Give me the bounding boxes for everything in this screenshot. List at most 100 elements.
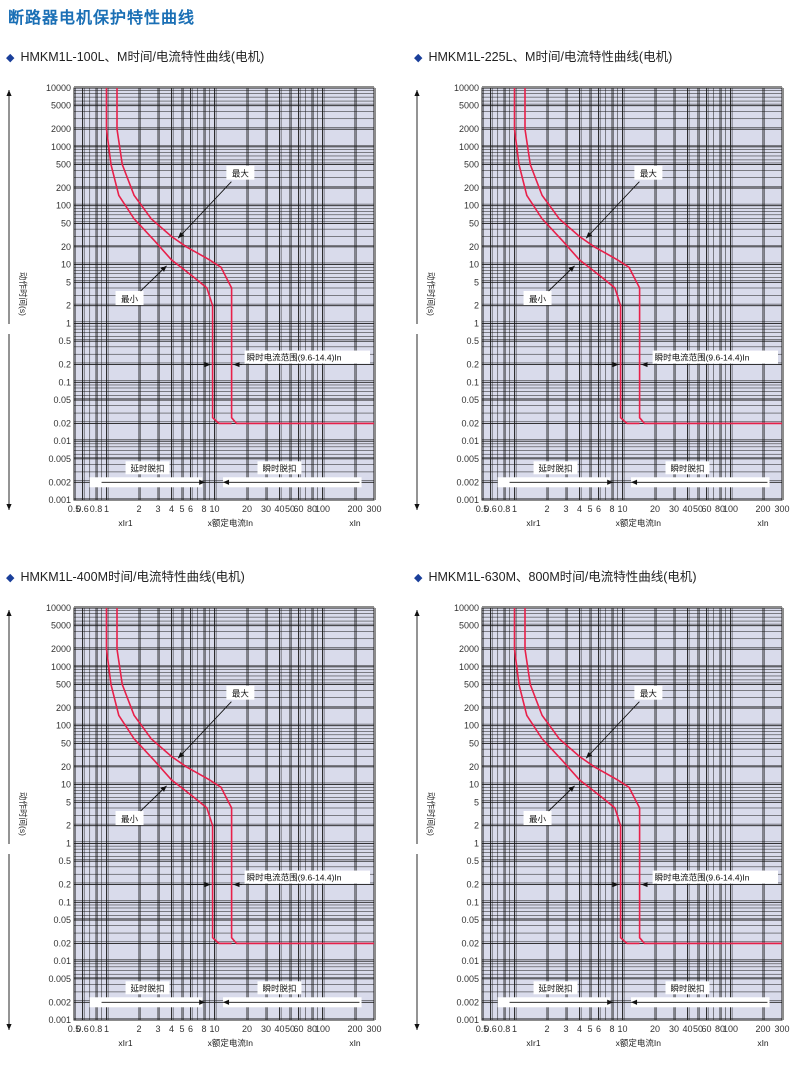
y-tick-label: 0.002 — [456, 997, 479, 1007]
x-tick-label: 80 — [307, 1024, 317, 1034]
x-tick-label: 8 — [202, 504, 207, 514]
y-tick-label: 0.002 — [456, 477, 479, 487]
diamond-bullet-icon: ◆ — [6, 52, 15, 64]
x-tick-label: 4 — [577, 1024, 582, 1034]
y-axis-up-arrow-head — [6, 90, 12, 96]
y-tick-label: 5000 — [51, 101, 71, 111]
label-min: 最小 — [529, 814, 547, 824]
y-tick-label: 2000 — [459, 644, 479, 654]
y-tick-label: 0.1 — [466, 897, 479, 907]
x-tick-label: 0.5 — [476, 504, 489, 514]
plot-frame — [73, 87, 375, 501]
x-tick-label: 4 — [577, 504, 582, 514]
y-tick-label: 200 — [56, 703, 71, 713]
curve-min — [513, 88, 640, 425]
x-tick-label: 80 — [715, 504, 725, 514]
x-tick-label: 300 — [366, 1024, 381, 1034]
y-tick-label: 0.001 — [48, 1015, 71, 1025]
delay-release-arrow-head — [199, 999, 206, 1005]
x-tick-label: 2 — [545, 1024, 550, 1034]
y-tick-label: 0.001 — [48, 495, 71, 505]
x-tick-label: 200 — [347, 1024, 362, 1034]
x-axis-label-left: xIr1 — [526, 518, 540, 528]
y-tick-label: 5 — [474, 797, 479, 807]
y-tick-label: 20 — [61, 242, 71, 252]
label-max-arrow-head — [178, 752, 185, 759]
x-tick-label: 2 — [137, 504, 142, 514]
x-tick-label: 30 — [261, 504, 271, 514]
label-max: 最大 — [232, 689, 250, 699]
y-tick-label: 10000 — [46, 83, 71, 93]
x-tick-label: 60 — [294, 1024, 304, 1034]
label-min-box — [115, 291, 144, 306]
label-max-arrow-head — [586, 752, 593, 759]
curve-max — [524, 608, 782, 945]
y-tick-label: 200 — [464, 703, 479, 713]
y-tick-label: 0.02 — [53, 418, 71, 428]
x-tick-label: 6 — [596, 504, 601, 514]
y-tick-label: 0.005 — [48, 454, 71, 464]
x-tick-label: 30 — [669, 1024, 679, 1034]
inst-range-right-arrow-head — [641, 881, 648, 888]
delay-release-label: 延时脱扣 — [539, 983, 573, 993]
x-tick-label: 8 — [610, 504, 615, 514]
inst-range-label: 瞬时电流范围(9.6-14.4)In — [655, 873, 750, 883]
chart-title: ◆ HMKM1L-630M、800M时间/电流特性曲线(电机) — [414, 570, 697, 584]
y-tick-label: 0.2 — [466, 880, 479, 890]
label-max-arrow-head — [178, 232, 185, 239]
y-tick-label: 5000 — [459, 621, 479, 631]
y-tick-label: 0.002 — [48, 477, 71, 487]
x-axis-label-left: xIr1 — [118, 1038, 132, 1048]
y-tick-label: 0.001 — [456, 495, 479, 505]
y-tick-label: 10 — [61, 260, 71, 270]
y-tick-label: 5 — [474, 277, 479, 287]
x-tick-label: 0.6 — [484, 504, 497, 514]
chart-panel-1: ◆ HMKM1L-100L、M时间/电流特性曲线(电机) 0.001 0.002 0.… — [0, 46, 392, 546]
label-min: 最小 — [121, 814, 139, 824]
label-max-arrow — [177, 701, 232, 759]
delay-release-label: 延时脱扣 — [131, 983, 165, 993]
x-tick-label: 2 — [137, 1024, 142, 1034]
label-max-box — [634, 685, 663, 700]
y-tick-label: 0.5 — [58, 856, 71, 866]
chart-svg: 0.001 0.002 0.005 0.01 0.02 0.05 0.1 0.2 0.5 1 2 5 1… — [414, 603, 790, 1048]
inst-range-left-arrow-head — [612, 361, 619, 368]
inst-range-label-box — [652, 870, 778, 884]
label-min-box — [115, 811, 144, 826]
y-tick-label: 0.2 — [466, 360, 479, 370]
y-tick-label: 50 — [61, 738, 71, 748]
x-tick-label: 100 — [723, 1024, 738, 1034]
label-max-box — [226, 165, 255, 180]
x-tick-label: 10 — [617, 1024, 627, 1034]
y-tick-label: 0.1 — [466, 377, 479, 387]
inst-range-right-arrow-head — [233, 361, 240, 368]
curve-min — [105, 88, 232, 425]
x-tick-label: 40 — [682, 1024, 692, 1034]
y-axis-label: 动作时间(s) — [426, 792, 436, 836]
x-tick-label: 10 — [209, 504, 219, 514]
x-tick-label: 20 — [242, 504, 252, 514]
y-tick-label: 0.05 — [461, 395, 479, 405]
y-tick-label: 5000 — [51, 621, 71, 631]
x-axis-label-left: xIr1 — [118, 518, 132, 528]
x-tick-label: 0.6 — [76, 1024, 89, 1034]
diamond-bullet-icon: ◆ — [414, 52, 423, 64]
y-axis-down-arrow-head — [414, 504, 420, 510]
x-axis-label-right: xIn — [757, 1038, 769, 1048]
x-tick-label: 1 — [104, 1024, 109, 1034]
curve-max — [116, 608, 374, 945]
chart-title: ◆ HMKM1L-400M时间/电流特性曲线(电机) — [6, 570, 245, 584]
x-tick-label: 1 — [512, 504, 517, 514]
y-tick-label: 10000 — [454, 603, 479, 613]
x-tick-label: 0.5 — [476, 1024, 489, 1034]
x-tick-label: 3 — [564, 504, 569, 514]
chart-panel-4: ◆ HMKM1L-630M、800M时间/电流特性曲线(电机) 0.001 0.00… — [408, 566, 800, 1066]
inst-range-right-arrow-head — [233, 881, 240, 888]
inst-range-left-arrow-head — [612, 881, 619, 888]
x-tick-label: 200 — [755, 504, 770, 514]
curve-min — [105, 608, 232, 945]
inst-release-box — [665, 981, 710, 995]
x-tick-label: 2 — [545, 504, 550, 514]
inst-release-label: 瞬时脱扣 — [262, 983, 296, 993]
label-max-box — [634, 165, 663, 180]
